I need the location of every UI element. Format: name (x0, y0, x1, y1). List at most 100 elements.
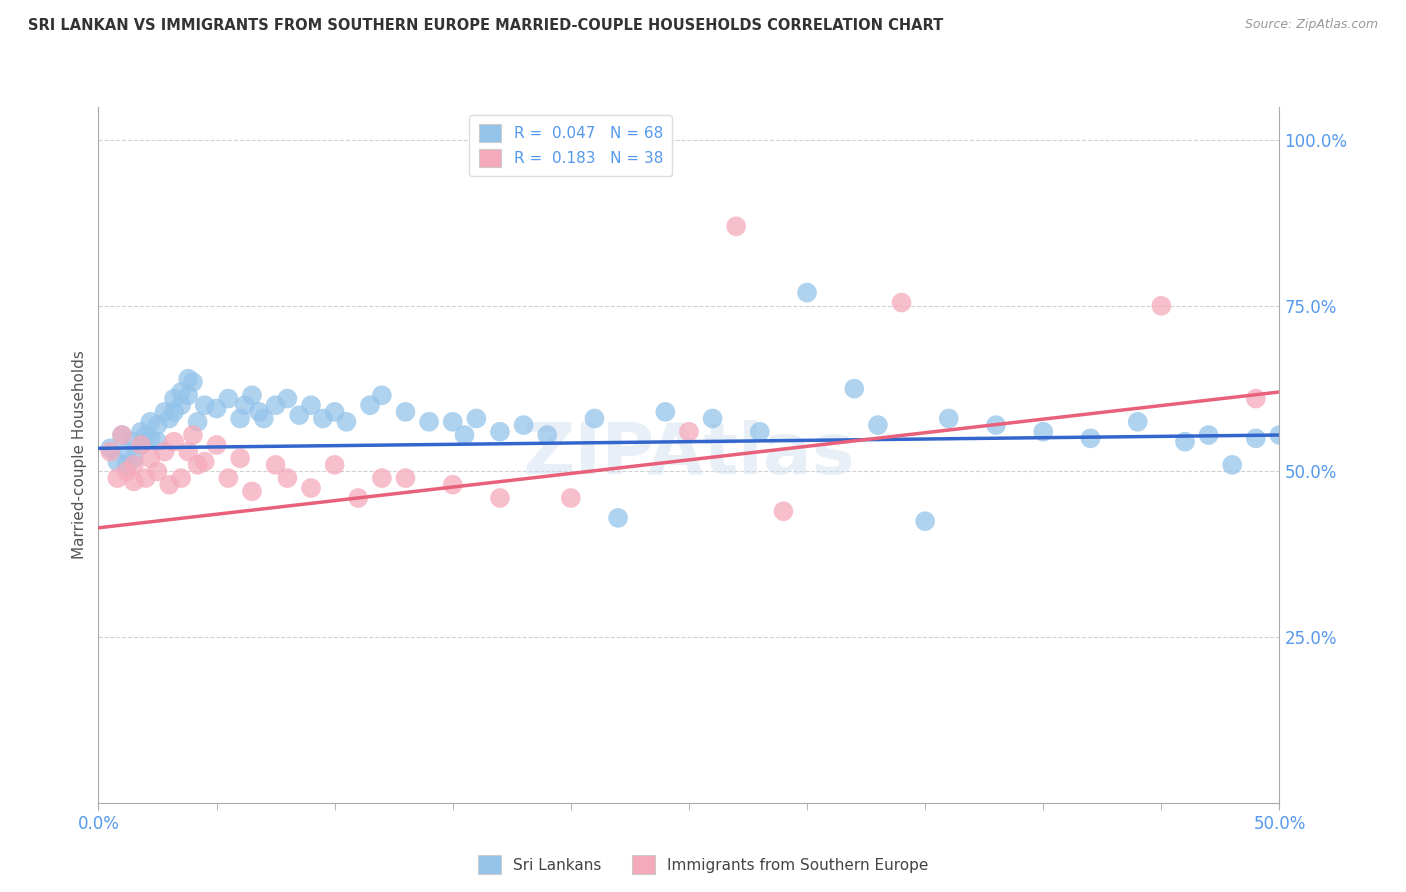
Point (512, 418, 534, 433)
Point (299, 481, 322, 495)
Point (489, 491, 512, 505)
Point (194, 398, 217, 412)
Point (1220, 458, 1243, 472)
Point (984, 418, 1007, 433)
Point (122, 458, 145, 472)
Point (583, 411, 606, 425)
Point (725, 219, 748, 234)
Point (163, 392, 186, 406)
Point (453, 428, 475, 442)
Point (163, 434, 186, 449)
Point (240, 484, 263, 499)
Point (276, 471, 298, 485)
Point (607, 511, 630, 525)
Point (98, 444, 121, 458)
Point (654, 405, 676, 419)
Point (146, 434, 169, 449)
Point (157, 477, 180, 491)
Text: SRI LANKAN VS IMMIGRANTS FROM SOUTHERN EUROPE MARRIED-COUPLE HOUSEHOLDS CORRELAT: SRI LANKAN VS IMMIGRANTS FROM SOUTHERN E… (28, 18, 943, 33)
Point (441, 477, 464, 491)
Legend: Sri Lankans, Immigrants from Southern Europe: Sri Lankans, Immigrants from Southern Eu… (471, 849, 935, 880)
Point (347, 491, 370, 505)
Point (264, 398, 287, 412)
Point (323, 458, 346, 472)
Point (371, 388, 394, 402)
Point (1244, 431, 1267, 445)
Point (323, 405, 346, 419)
Point (146, 465, 169, 479)
Text: ZIPAtlas: ZIPAtlas (523, 420, 855, 490)
Point (115, 465, 138, 479)
Point (170, 384, 193, 399)
Point (217, 471, 239, 485)
Point (139, 431, 162, 445)
Point (796, 285, 818, 300)
Point (465, 411, 488, 425)
Y-axis label: Married-couple Households: Married-couple Households (72, 351, 87, 559)
Point (122, 475, 145, 489)
Point (299, 398, 322, 412)
Point (153, 405, 176, 419)
Point (217, 392, 239, 406)
Point (139, 451, 162, 466)
Point (371, 471, 394, 485)
Point (253, 411, 276, 425)
Point (187, 458, 209, 472)
Point (135, 471, 157, 485)
Point (536, 428, 558, 442)
Point (276, 392, 298, 406)
Point (122, 451, 145, 466)
Point (129, 438, 152, 452)
Point (1150, 299, 1173, 313)
Point (418, 415, 440, 429)
Point (866, 418, 889, 433)
Point (359, 398, 381, 412)
Point (170, 471, 193, 485)
Point (146, 418, 169, 433)
Point (98, 442, 121, 456)
Point (229, 451, 252, 466)
Point (938, 411, 960, 425)
Point (115, 458, 138, 472)
Point (1126, 415, 1149, 429)
Point (187, 415, 209, 429)
Point (111, 428, 134, 442)
Point (335, 415, 357, 429)
Point (312, 411, 335, 425)
Point (105, 454, 128, 468)
Point (441, 415, 464, 429)
Point (1244, 392, 1267, 406)
Point (844, 382, 866, 396)
Point (678, 425, 700, 439)
Point (288, 408, 311, 422)
Point (177, 388, 200, 402)
Point (748, 425, 770, 439)
Point (1032, 425, 1054, 439)
Point (177, 372, 200, 386)
Point (181, 375, 204, 389)
Point (205, 438, 228, 452)
Point (1268, 428, 1291, 442)
Point (163, 405, 186, 419)
Point (157, 411, 180, 425)
Point (229, 411, 252, 425)
Point (702, 411, 724, 425)
Point (394, 471, 416, 485)
Point (914, 514, 936, 528)
Point (122, 434, 145, 449)
Point (394, 405, 416, 419)
Point (772, 504, 794, 518)
Point (181, 428, 204, 442)
Point (560, 491, 582, 505)
Point (129, 438, 152, 452)
Point (1080, 431, 1102, 445)
Point (489, 425, 512, 439)
Point (194, 454, 217, 468)
Point (177, 444, 200, 458)
Point (115, 444, 138, 458)
Point (1198, 428, 1220, 442)
Point (264, 458, 287, 472)
Legend: R =  0.047   N = 68, R =  0.183   N = 38: R = 0.047 N = 68, R = 0.183 N = 38 (470, 115, 672, 177)
Point (129, 425, 152, 439)
Point (153, 444, 176, 458)
